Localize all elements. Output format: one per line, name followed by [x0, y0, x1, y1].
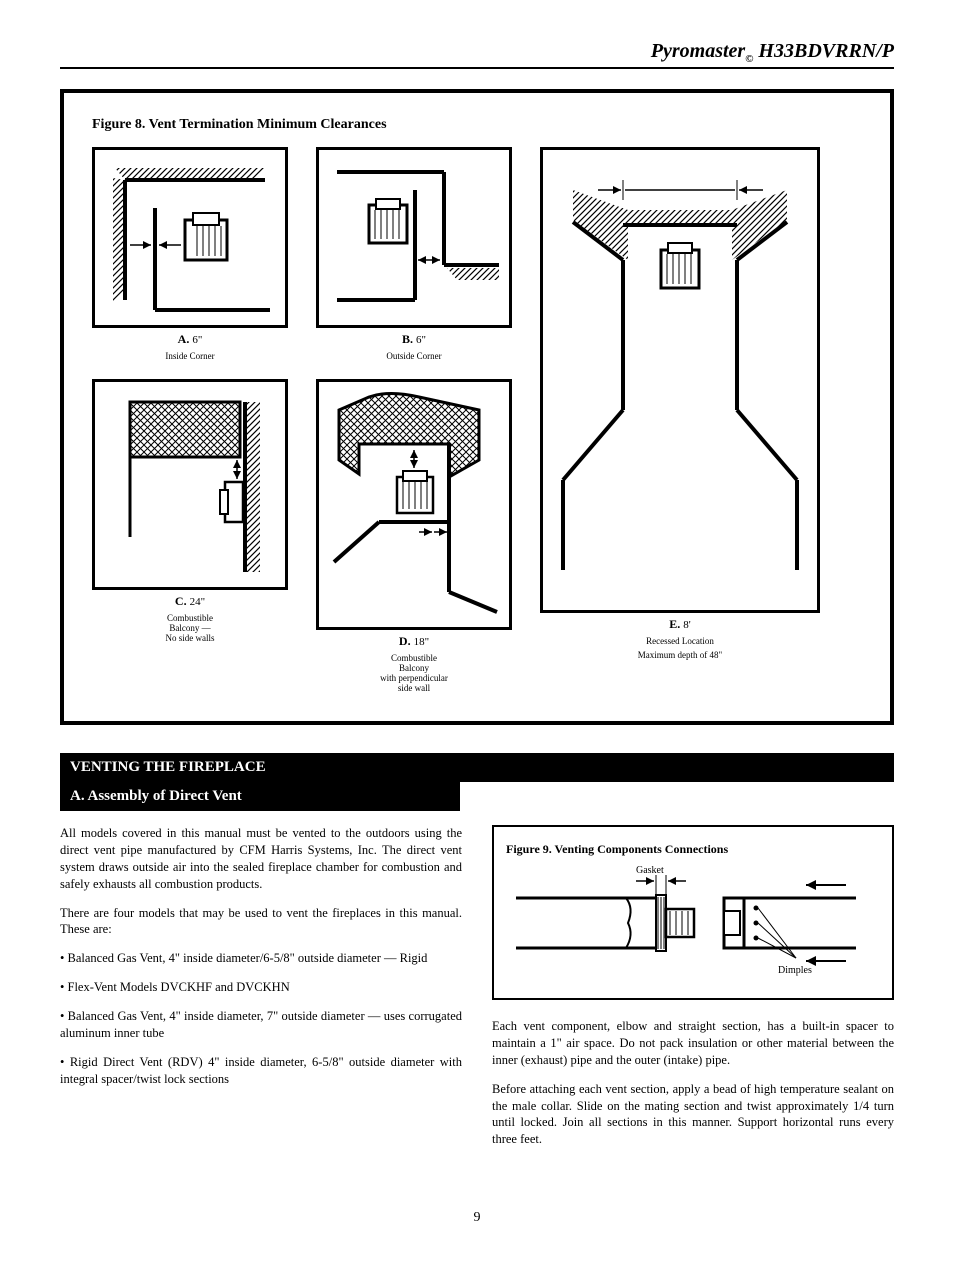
panel-inside-corner [92, 147, 288, 328]
panel-balcony-no-sidewall [92, 379, 288, 590]
body-columns: All models covered in this manual must b… [60, 825, 894, 1160]
panel-d-caption: Combustible Balcony with perpendicular s… [316, 653, 512, 693]
gasket-label: Gasket [636, 865, 664, 876]
figure-8-title: Figure 8. Vent Termination Minimum Clear… [92, 117, 862, 133]
figure-9-svg: Gasket Dimples [506, 863, 866, 983]
panel-c-caption: Combustible Balcony — No side walls [92, 613, 288, 643]
right-column: Figure 9. Venting Components Connections [492, 825, 894, 1160]
panel-e-dim: E. 8' [540, 617, 820, 632]
left-p1: All models covered in this manual must b… [60, 825, 462, 893]
header-title: Pyromaster© H33BDVRRN/P [651, 40, 894, 62]
section-subheading-assembly: A. Assembly of Direct Vent [60, 782, 460, 811]
panel-b-caption: Outside Corner [316, 351, 512, 361]
panel-a-dim: A. 6" [92, 332, 288, 347]
model: H33BDVRRN/P [753, 40, 894, 62]
panel-d-dim: D. 18" [316, 634, 512, 649]
left-column: All models covered in this manual must b… [60, 825, 462, 1160]
panel-c-dim: C. 24" [92, 594, 288, 609]
left-li4: • Rigid Direct Vent (RDV) 4" inside diam… [60, 1054, 462, 1088]
panel-balcony-sidewall [316, 379, 512, 630]
panel-b-dim: B. 6" [316, 332, 512, 347]
left-li1: • Balanced Gas Vent, 4" inside diameter/… [60, 950, 462, 967]
right-p2: Before attaching each vent section, appl… [492, 1081, 894, 1149]
left-p2: There are four models that may be used t… [60, 905, 462, 939]
figure-9-box: Figure 9. Venting Components Connections [492, 825, 894, 1000]
panel-outside-corner [316, 147, 512, 328]
left-li3: • Balanced Gas Vent, 4" inside diameter,… [60, 1008, 462, 1042]
right-p1: Each vent component, elbow and straight … [492, 1018, 894, 1069]
figure-9-title: Figure 9. Venting Components Connections [506, 841, 880, 857]
figure-8-box: Figure 8. Vent Termination Minimum Clear… [60, 89, 894, 725]
section-heading-venting: VENTING THE FIREPLACE [60, 753, 894, 782]
dimples-label: Dimples [778, 965, 812, 976]
panel-recessed [540, 147, 820, 613]
panel-e-sub: Maximum depth of 48" [540, 650, 820, 660]
left-li2: • Flex-Vent Models DVCKHF and DVCKHN [60, 979, 462, 996]
panel-a-caption: Inside Corner [92, 351, 288, 361]
brand: Pyromaster [651, 40, 745, 62]
panel-e-caption: Recessed Location [540, 636, 820, 646]
page-header: Pyromaster© H33BDVRRN/P [60, 40, 894, 69]
page-number: 9 [60, 1210, 894, 1226]
